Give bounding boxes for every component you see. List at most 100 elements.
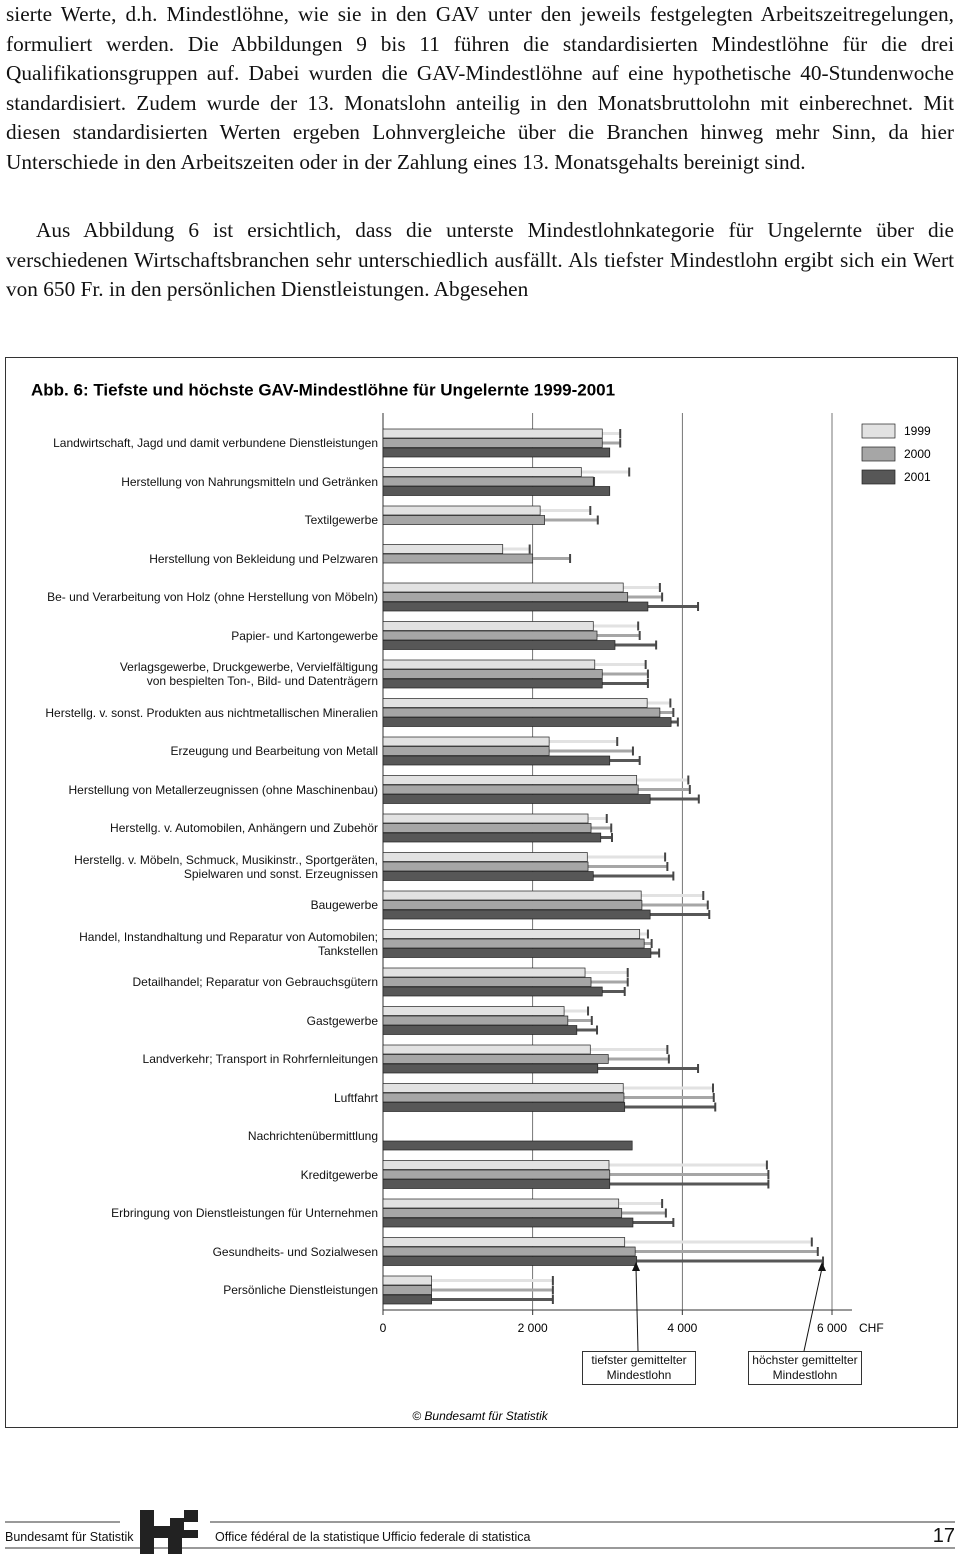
bar xyxy=(382,678,603,689)
bar xyxy=(382,447,611,458)
bar xyxy=(382,1063,599,1074)
x-tick-label: 2 000 xyxy=(518,1321,548,1335)
category-label: Herstellg. v. Möbeln, Schmuck, Musikinst… xyxy=(74,852,378,881)
bar xyxy=(382,438,603,448)
x-tick-label: 6 000 xyxy=(817,1321,847,1335)
legend-label: 2000 xyxy=(904,447,931,461)
bar xyxy=(382,476,594,487)
bar xyxy=(382,1179,611,1189)
x-tick-label: 0 xyxy=(380,1321,387,1335)
annotation: tiefster gemittelter Mindestlohn xyxy=(582,1351,696,1385)
bar xyxy=(382,871,594,881)
footer-italian: Ufficio federale di statistica xyxy=(382,1530,531,1544)
bar xyxy=(382,659,596,670)
bar xyxy=(382,717,672,727)
figure-frame xyxy=(5,357,958,1428)
legend-swatch xyxy=(861,446,896,462)
bar xyxy=(382,1102,626,1112)
bar xyxy=(382,929,641,939)
bar xyxy=(382,1246,636,1257)
bar xyxy=(382,1015,569,1026)
bar xyxy=(382,1006,565,1016)
bar xyxy=(382,1140,633,1151)
bar xyxy=(382,1169,611,1180)
category-label: Papier- und Kartongewerbe xyxy=(231,628,378,643)
bar xyxy=(382,669,603,679)
bar xyxy=(382,746,550,756)
category-label: Textilgewerbe xyxy=(304,513,378,527)
category-label: Persönliche Dienstleistungen xyxy=(223,1283,378,1297)
bar xyxy=(382,486,611,496)
bar xyxy=(382,698,648,708)
category-label: Handel, Instandhaltung und Reparatur von… xyxy=(79,929,378,958)
category-label: Luftfahrt xyxy=(333,1090,378,1105)
paragraph: sierte Werte, d.h. Mindestlöhne, wie sie… xyxy=(6,2,954,174)
category-label: Gesundheits- und Sozialwesen xyxy=(212,1244,378,1259)
bar xyxy=(382,794,651,804)
bar xyxy=(382,592,629,602)
category-label: Herstellg. v. sonst. Produkten aus nicht… xyxy=(45,705,378,720)
bar xyxy=(382,601,649,612)
bar xyxy=(382,428,603,439)
bar xyxy=(382,977,592,987)
bar xyxy=(382,505,541,516)
category-label: Detailhandel; Reparatur von Gebrauchsgüt… xyxy=(132,975,378,989)
bar xyxy=(382,1160,610,1170)
bar xyxy=(382,986,603,997)
bar xyxy=(382,544,504,554)
bar xyxy=(382,852,588,862)
annotation-arrow xyxy=(635,1267,639,1352)
bar xyxy=(382,1092,625,1103)
category-label: Nachrichtenübermittlung xyxy=(247,1129,378,1143)
bar xyxy=(382,900,643,910)
chart-title: Abb. 6: Tiefste und höchste GAV-Mindestl… xyxy=(31,380,615,399)
category-label: Be- und Verarbeitung von Holz (ohne Hers… xyxy=(47,590,378,604)
paragraph: Aus Abbildung 6 ist ersichtlich, dass di… xyxy=(6,218,954,301)
annotation: höchster gemittelter Mindestlohn xyxy=(748,1351,862,1385)
bar xyxy=(382,630,598,641)
annotation-arrow xyxy=(803,1267,823,1352)
bar xyxy=(382,1054,609,1064)
bar xyxy=(382,861,589,872)
bar xyxy=(382,1217,634,1228)
bar xyxy=(382,1025,578,1035)
page-number: 17 xyxy=(932,1525,955,1547)
logo xyxy=(140,1510,198,1554)
bar xyxy=(382,707,661,718)
source: © Bundesamt für Statistik xyxy=(412,1409,549,1423)
bar xyxy=(382,784,639,795)
x-tick-label: 4 000 xyxy=(667,1321,697,1335)
category-label: Verlagsgewerbe, Druckgewerbe, Vervielfäl… xyxy=(119,660,378,688)
category-label: Erzeugung und Bearbeitung von Metall xyxy=(170,744,378,758)
category-label: Gastgewerbe xyxy=(306,1013,378,1028)
legend-swatch xyxy=(861,423,896,439)
category-label: Herstellg. v. Automobilen, Anhängern und… xyxy=(110,821,378,835)
arrow-head xyxy=(818,1262,826,1271)
legend-label: 1999 xyxy=(904,424,931,438)
arrow-head xyxy=(632,1262,640,1271)
bar xyxy=(382,948,652,958)
bar xyxy=(382,1198,620,1209)
bar xyxy=(382,1294,432,1305)
bar xyxy=(382,909,651,920)
bar xyxy=(382,1208,623,1218)
bar xyxy=(382,467,582,477)
category-label: Erbringung von Dienstleistungen für Unte… xyxy=(111,1206,378,1220)
category-label: Landverkehr; Transport in Rohrfernleitun… xyxy=(142,1052,378,1066)
bar xyxy=(382,1285,432,1295)
bar xyxy=(382,640,616,650)
bar xyxy=(382,1256,638,1266)
category-label: Herstellung von Bekleidung und Pelzwaren xyxy=(149,551,378,566)
footer-french: Office fédéral de la statistique xyxy=(215,1530,380,1544)
category-label: Landwirtschaft, Jagd und damit verbunden… xyxy=(53,436,378,450)
bar xyxy=(382,1044,591,1055)
bar xyxy=(382,813,589,824)
bar xyxy=(382,621,594,631)
bar xyxy=(382,553,534,564)
bar xyxy=(382,823,592,833)
bar xyxy=(382,1237,626,1247)
legend-label: 2001 xyxy=(904,470,931,484)
bar xyxy=(382,938,645,949)
